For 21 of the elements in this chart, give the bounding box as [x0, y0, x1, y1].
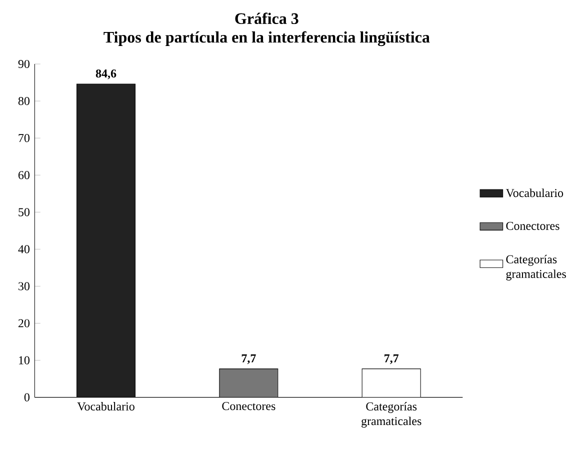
legend-label: Categorías gramaticales — [506, 254, 566, 280]
y-tick-label: 40 — [18, 244, 30, 254]
y-tick-label: 30 — [18, 282, 30, 290]
y-tick-label: 70 — [18, 134, 30, 142]
x-tick-label: Conectores — [222, 402, 276, 410]
chart-subtitle: Tipos de partícula en la interferencia lingüística — [104, 31, 430, 46]
y-tick-label: 10 — [19, 356, 30, 364]
x-tick-label: Vocabulario — [77, 402, 134, 410]
y-tick-label: 50 — [18, 208, 30, 216]
legend-label: Vocabulario — [506, 188, 564, 197]
y-tick-label: 80 — [18, 96, 30, 105]
legend-label: Conectores — [506, 222, 560, 230]
y-tick-label: 60 — [18, 170, 30, 180]
y-tick-label: 90 — [18, 60, 30, 68]
data-label: 7,7 — [384, 354, 399, 364]
y-tick-label: 20 — [18, 319, 30, 328]
x-tick-label: Categorías gramaticales — [362, 402, 422, 428]
data-label: 7,7 — [242, 354, 256, 364]
chart-title: Gráfica 3 — [235, 12, 298, 24]
data-label: 84,6 — [96, 69, 116, 80]
y-tick-label: 0 — [24, 393, 30, 402]
